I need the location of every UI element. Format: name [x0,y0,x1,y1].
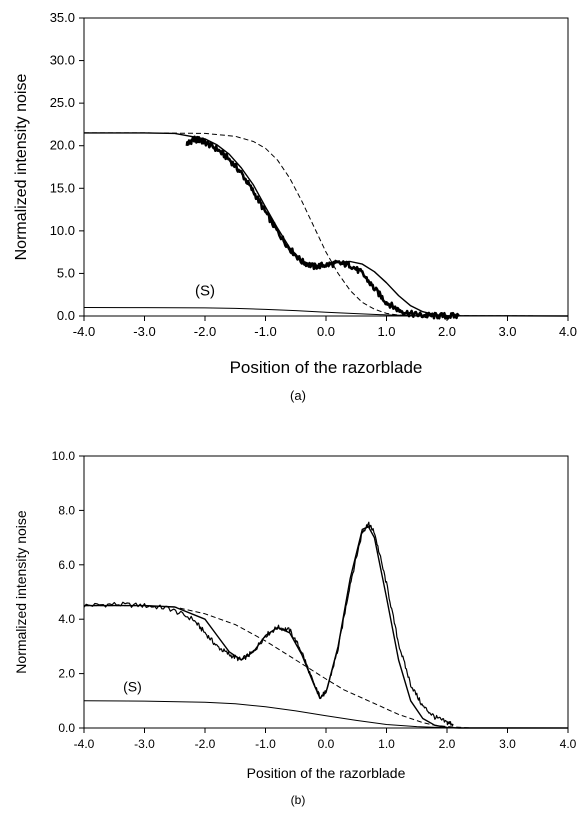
x-tick-label: 3.0 [499,737,516,751]
series-line-reference-solid [83,307,569,317]
x-tick-label: 4.0 [559,324,577,339]
x-axis-title: Position of the razorblade [247,765,406,781]
annotation-label: (S) [195,283,215,300]
y-tick-label: 0.0 [57,308,75,323]
x-tick-label: -2.0 [194,324,216,339]
y-axis-title: Normalized intensity noise [13,74,30,261]
y-axis-title: Normalized intensity noise [13,510,29,674]
series-line-theory-dashed [84,605,568,729]
x-tick-label: 1.0 [377,324,395,339]
y-tick-label: 10.0 [50,223,75,238]
x-tick-label: 3.0 [498,324,516,339]
y-tick-label: 5.0 [57,265,75,280]
series-layer [83,132,569,320]
x-tick-label: -4.0 [73,324,95,339]
x-tick-label: 2.0 [438,324,456,339]
x-tick-label: -2.0 [195,737,216,751]
x-axis-title: Position of the razorblade [230,358,423,377]
y-tick-label: 8.0 [58,503,75,517]
y-tick-label: 10.0 [52,449,76,463]
y-tick-label: 0.0 [58,721,75,735]
series-line-measured-noisy-thin [83,521,454,727]
x-tick-label: 0.0 [317,324,335,339]
plot-frame [83,455,569,729]
x-tick-label: -4.0 [74,737,95,751]
x-tick-label: 4.0 [560,737,577,751]
series-layer [83,521,569,729]
x-tick-label: 1.0 [378,737,395,751]
y-tick-label: 2.0 [58,667,75,681]
plot-frame [83,17,569,317]
panel-label: (a) [290,388,306,403]
y-tick-label: 20.0 [50,138,75,153]
y-tick-label: 35.0 [50,10,75,25]
chart-panel-a: -4.0 -3.0 -2.0 -1.0 0.0 1.0 2.0 3.0 4.0 0.0 5.0 10.… [13,10,577,403]
series-line-measured-noisy-thick [185,135,460,320]
x-tick-label: -3.0 [134,737,155,751]
y-tick-label: 30.0 [50,53,75,68]
panel-label: (b) [291,793,306,807]
y-tick-label: 25.0 [50,95,75,110]
x-tick-label: 2.0 [439,737,456,751]
y-tick-label: 6.0 [58,558,75,572]
x-tick-label: 0.0 [318,737,335,751]
x-tick-label: -1.0 [254,324,276,339]
axis-ticks: -4.0 -3.0 -2.0 -1.0 0.0 1.0 2.0 3.0 4.0 0.0 2.0 4.0… [52,449,577,751]
chart-panel-b: -4.0 -3.0 -2.0 -1.0 0.0 1.0 2.0 3.0 4.0 0.0 2.0 4.0… [13,449,577,807]
y-tick-label: 15.0 [50,180,75,195]
x-tick-label: -3.0 [133,324,155,339]
annotation-label: (S) [123,678,142,694]
axis-ticks: -4.0 -3.0 -2.0 -1.0 0.0 1.0 2.0 3.0 4.0 0.0 5.0 10.… [50,10,577,339]
annotations: (S) [123,678,142,694]
series-line-theory-solid [84,132,569,317]
y-tick-label: 4.0 [58,612,75,626]
series-line-theory-dashed [84,132,569,317]
annotations: (S) [195,283,215,300]
series-line-reference-solid [83,700,569,729]
series-line-theory-solid [84,526,568,729]
x-tick-label: -1.0 [255,737,276,751]
